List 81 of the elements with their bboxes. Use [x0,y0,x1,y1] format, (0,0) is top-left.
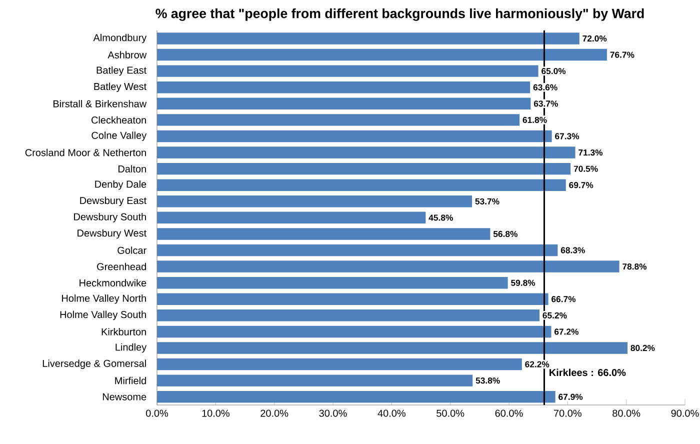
bar [157,98,531,110]
data-label: 67.9% [558,394,583,400]
x-tick-label: 80.0% [612,410,640,417]
x-tick-label: 50.0% [436,410,464,417]
bar [157,32,580,44]
data-label: 70.5% [574,166,598,172]
bar [157,228,490,240]
y-tick-label: Dewsbury East [80,196,147,206]
data-label: 53.7% [475,198,500,204]
bar [157,374,473,386]
data-label: 72.0% [582,35,607,42]
y-tick-label: Denby Dale [95,180,146,190]
y-tick-label: Newsome [102,393,146,400]
chart-title: % agree that "people from different backgrounds live harmoniously" by Ward [156,8,644,21]
data-label: 68.3% [560,247,585,254]
bar [157,310,540,322]
bar [157,276,508,289]
data-label: 59.8% [511,280,536,286]
y-tick-label: Batley East [96,66,147,76]
y-tick-label: Heckmondwike [80,279,146,287]
y-tick-label: Ashbrow [108,51,147,58]
x-tick-label: 70.0% [554,410,582,417]
x-tick-label: 60.0% [495,410,523,417]
y-tick-label: Cleckheaton [92,116,146,124]
y-tick-label: Mirfield [115,376,146,384]
x-tick-label: 10.0% [202,410,230,417]
y-tick-label: Dewsbury South [74,213,146,222]
y-tick-label: Dewsbury West [78,229,147,239]
y-tick-label: Holme Valley South [60,310,146,320]
bar [157,196,472,208]
bar [157,391,556,403]
data-label: 63.7% [534,100,558,107]
data-label: 66.7% [552,296,576,302]
bar [157,260,620,272]
y-tick-label: Holme Valley North [62,294,146,304]
bar [157,130,552,142]
bar [157,179,566,191]
data-label: 80.2% [630,344,655,352]
y-tick-label: Almondbury [93,34,147,44]
data-label: 65.2% [542,312,567,318]
x-tick-label: 20.0% [260,410,288,417]
bar [157,326,552,338]
bar [157,146,576,158]
y-tick-label: Batley West [94,82,147,92]
x-tick-label: 30.0% [319,410,347,417]
data-label: 78.8% [622,263,647,270]
data-label: 67.2% [554,328,578,335]
bar [157,212,426,224]
x-tick-label: 40.0% [378,410,406,417]
y-tick-label: Birstall & Birkenshaw [53,100,147,108]
data-label: 61.8% [522,116,547,124]
x-tick-label: 90.0% [671,410,699,417]
y-tick-label: Lindley [116,343,147,353]
bar [157,244,558,256]
y-tick-label: Colne Valley [92,132,147,141]
bar [157,293,548,305]
data-label: 71.3% [578,149,603,156]
data-label: 76.7% [610,52,634,58]
bar [157,65,538,77]
data-label: 56.8% [493,230,518,238]
y-tick-label: Dalton [118,165,146,172]
data-label: 45.8% [428,214,453,221]
data-label: 69.7% [569,182,594,188]
data-label: 63.6% [533,84,558,90]
bar [157,81,530,94]
y-tick-label: Greenhead [97,262,146,270]
data-label: 53.8% [476,378,500,384]
y-tick-label: Golcar [118,246,146,254]
data-label: 62.2% [525,361,550,368]
bar [157,48,607,61]
ref-line-label: Kirklees : 66.0% [550,368,626,376]
y-tick-label: Crosland Moor & Netherton [25,148,146,156]
bar [157,162,571,175]
bar [157,342,628,354]
data-label: 65.0% [542,68,566,74]
data-label: 67.3% [555,133,580,140]
y-tick-label: Liversedge & Gomersal [42,360,146,369]
bar [157,358,522,370]
bar [157,114,520,126]
y-tick-label: Kirkburton [102,328,146,336]
x-tick-label: 0.0% [146,410,168,417]
